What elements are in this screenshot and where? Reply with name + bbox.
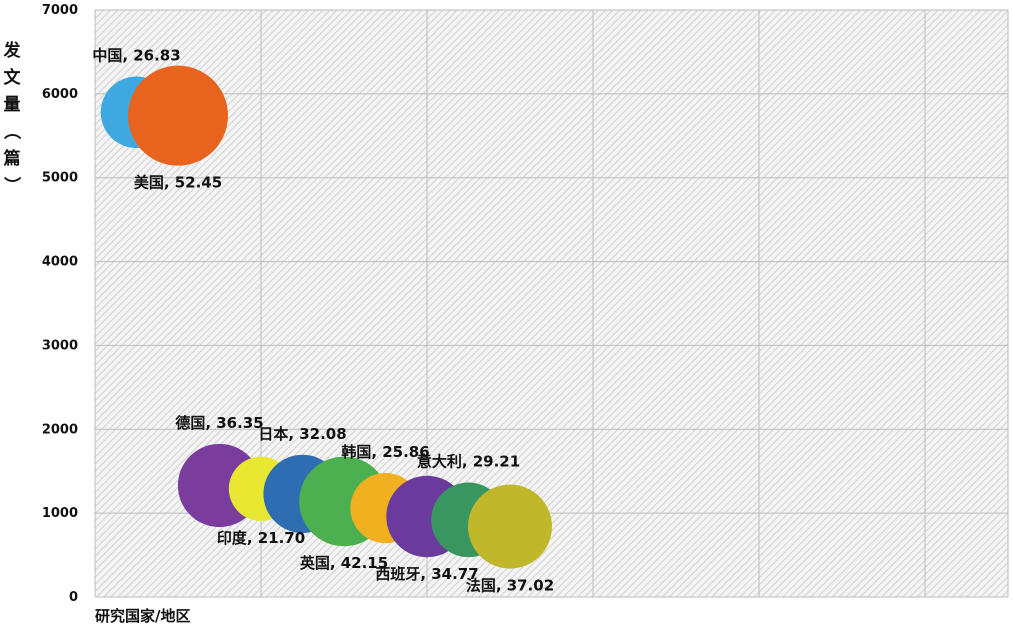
data-label-韩国: 韩国, 25.86 [341, 443, 429, 461]
y-tick-label: 4000 [42, 255, 78, 270]
x-axis-label: 研究国家/地区 [95, 607, 190, 625]
data-label-日本: 日本, 32.08 [258, 425, 346, 443]
y-axis-label-char: ） [1, 177, 22, 194]
y-tick-label: 6000 [42, 87, 78, 102]
data-labels: 中国, 26.83 美国, 52.45 德国, 36.35 印度, 21.70 日本, … [92, 47, 554, 595]
data-label-美国: 美国, 52.45 [134, 174, 222, 192]
y-axis-label-char: （ [1, 123, 22, 140]
bubble-美国 [128, 65, 228, 166]
y-axis-ticks: 0 1000 2000 3000 4000 5000 6000 7000 [42, 3, 78, 605]
y-tick-label: 7000 [42, 3, 78, 18]
y-axis-label-char: 发 [3, 40, 22, 61]
y-axis-label-char: 篇 [3, 148, 21, 169]
data-label-德国: 德国, 36.35 [175, 414, 263, 432]
bubble-法国 [467, 484, 553, 569]
y-tick-label: 1000 [42, 506, 78, 521]
data-label-意大利: 意大利, 29.21 [417, 453, 520, 471]
data-label-印度: 印度, 21.70 [217, 529, 305, 547]
data-label-法国: 法国, 37.02 [466, 577, 554, 595]
y-tick-label: 3000 [42, 338, 78, 353]
y-axis-label-char: 文 [4, 67, 22, 88]
data-label-西班牙: 西班牙, 34.77 [375, 565, 478, 583]
data-label-中国: 中国, 26.83 [92, 47, 180, 65]
data-label-英国: 英国, 42.15 [300, 554, 388, 572]
bubbles [100, 65, 553, 569]
y-tick-label: 2000 [42, 422, 78, 437]
y-tick-label: 0 [69, 590, 78, 605]
y-tick-label: 5000 [42, 171, 78, 186]
y-axis-label-char: 量 [4, 94, 21, 115]
y-axis-label: 发文量 （ 篇 ） [1, 40, 22, 194]
